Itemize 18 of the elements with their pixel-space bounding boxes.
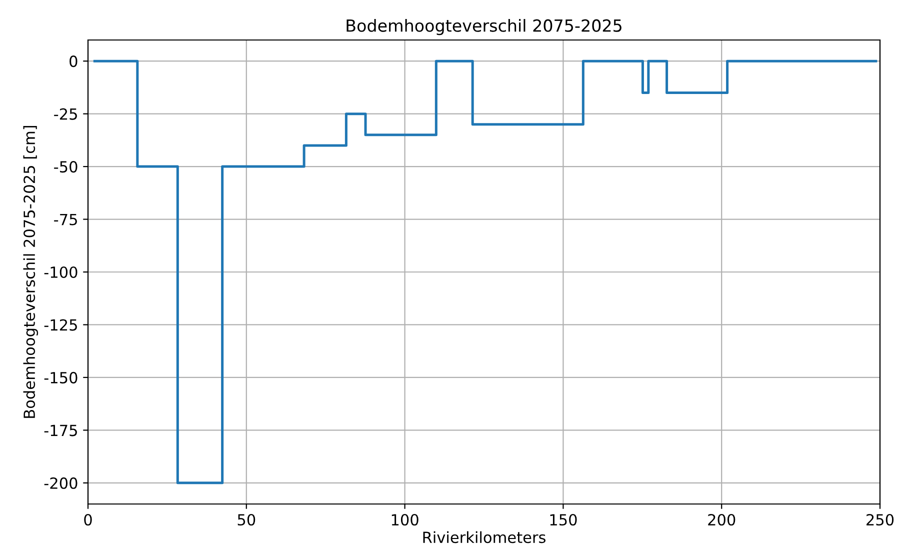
y-axis-title: Bodemhoogteverschil 2075-2025 [cm] [23,126,38,418]
x-tick-label: 50 [238,514,256,526]
y-tick-label: 0 [70,56,78,68]
x-tick-label: 150 [550,514,577,526]
x-axis-title: Rivierkilometers [423,531,546,544]
y-tick-label: -150 [44,372,78,384]
x-tick-label: 100 [392,514,418,526]
y-tick-label: -75 [54,214,77,226]
y-tick-label: -50 [54,161,78,173]
y-tick-label: -100 [44,266,78,278]
x-tick-label: 0 [84,514,92,526]
y-tick-label: -25 [54,108,77,120]
x-tick-label: 250 [866,514,894,526]
chart-title: Bodemhoogteverschil 2075-2025 [346,19,622,36]
y-tick-label: -175 [44,424,77,436]
y-tick-label: -200 [44,477,78,489]
x-tick-label: 200 [708,514,736,526]
y-tick-label: -125 [44,319,77,331]
